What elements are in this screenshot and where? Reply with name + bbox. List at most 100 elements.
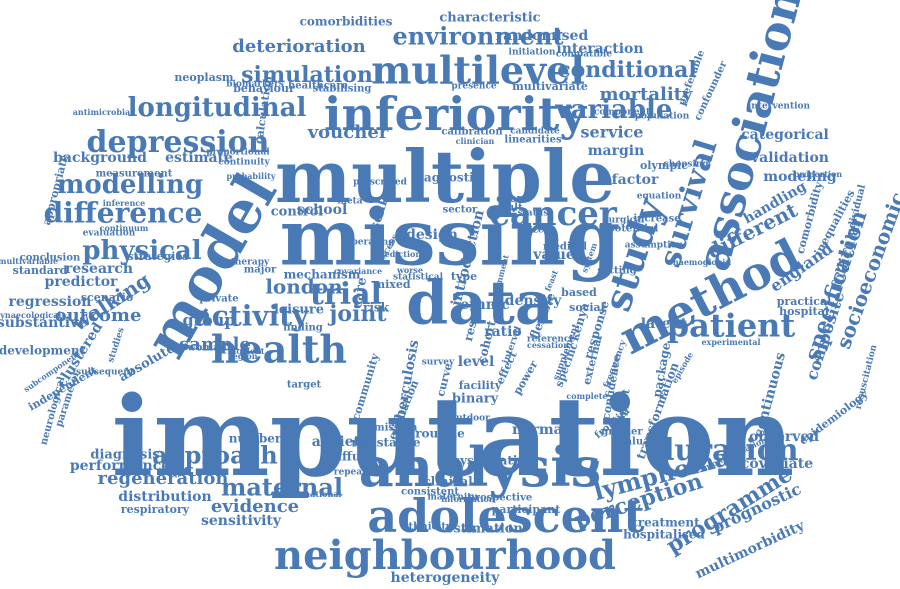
cloud-word-outdoor: outdoor	[450, 414, 490, 424]
cloud-word-repeated: repeated	[334, 468, 379, 478]
cloud-word-density: density	[505, 293, 563, 309]
cloud-word-sample: sample	[179, 334, 251, 355]
cloud-word-conclusion: conclusion	[20, 253, 81, 264]
cloud-word-comorbidities: comorbidities	[300, 15, 393, 29]
cloud-word-increase: increase	[633, 214, 680, 225]
cloud-word-gynaecological: gynaecological	[0, 310, 61, 320]
cloud-word-setting: setting	[597, 266, 636, 277]
cloud-word-continuity: continuity	[218, 158, 270, 168]
cloud-word-cancer: cancer	[489, 194, 618, 234]
cloud-word-evaluation: evaluation	[83, 229, 136, 239]
cloud-word-multivariate: multivariate	[512, 80, 588, 93]
cloud-word-survey: survey	[422, 358, 455, 368]
cloud-word-behaviour: behaviour	[233, 82, 295, 95]
cloud-word-difference: difference	[44, 197, 203, 230]
cloud-word-admission: admission	[361, 423, 419, 434]
cloud-word-haemoglobin: haemoglobin	[673, 257, 731, 267]
cloud-word-clinician: clinician	[456, 136, 495, 146]
cloud-word-region: region	[228, 351, 257, 361]
cloud-word-diagnostic: diagnostic	[411, 171, 481, 185]
cloud-word-equation: equation	[637, 192, 682, 202]
cloud-word-sensitivity: sensitivity	[201, 513, 282, 529]
cloud-word-estimate: estimate	[165, 150, 233, 166]
cloud-word-meta: meta	[337, 197, 362, 207]
cloud-word-service: service	[581, 123, 644, 142]
cloud-word-joint: joint	[327, 301, 387, 327]
cloud-word-group: group	[182, 311, 235, 330]
cloud-word-social: social	[569, 301, 605, 314]
cloud-word-experimental: experimental	[701, 337, 760, 347]
cloud-word-woman: woman	[186, 343, 227, 354]
cloud-word-estimation: estimation	[445, 522, 523, 537]
cloud-word-school: school	[297, 202, 348, 218]
cloud-word-level: level	[458, 354, 495, 370]
cloud-word-practical: practical	[777, 295, 832, 308]
cloud-word-prescribed: prescribed	[353, 178, 407, 188]
cloud-word-major: major	[244, 265, 277, 276]
cloud-word-type: type	[451, 270, 477, 283]
cloud-word-greater: greater	[601, 427, 643, 438]
cloud-word-data: data	[406, 269, 553, 339]
cloud-word-therapy: therapy	[231, 258, 270, 268]
cloud-word-adolescent: adolescent	[367, 489, 645, 543]
cloud-word-routine: routine	[415, 427, 465, 441]
cloud-word-information: information	[441, 494, 495, 504]
cloud-word-presence: presence	[451, 82, 497, 92]
cloud-word-medical: medical	[543, 242, 587, 253]
cloud-word-ethnic: ethnic	[460, 297, 510, 313]
cloud-word-hospitalised: hospitalised	[623, 528, 705, 542]
cloud-word-subsequent: subsequent	[76, 368, 135, 378]
cloud-word-ethnicity: ethnicity	[402, 522, 453, 533]
cloud-word-status: status	[518, 209, 549, 219]
cloud-word-multiple: multiple	[275, 134, 615, 219]
cloud-word-number: number	[229, 432, 282, 446]
cloud-word-biomarkers: biomarkers	[226, 80, 284, 90]
cloud-word-treatment: treatment	[632, 516, 700, 530]
cloud-word-consistent: consistent	[401, 487, 459, 498]
cloud-word-patient: patient	[667, 307, 796, 345]
cloud-word-leisure: leisure	[274, 303, 324, 318]
cloud-word-health: health	[211, 327, 347, 372]
cloud-word-sector: sector	[443, 205, 478, 216]
cloud-word-observed: observed	[749, 429, 819, 445]
cloud-word-private: private	[199, 294, 238, 305]
cloud-word-care: care	[350, 276, 370, 310]
cloud-word-operating: operating	[345, 238, 395, 248]
cloud-word-simulation: simulation	[241, 62, 373, 88]
cloud-word-trial: trial	[310, 277, 382, 312]
cloud-word-deterioration: deterioration	[232, 36, 366, 57]
cloud-word-proportional: proportional	[206, 148, 270, 158]
cloud-word-candidate: candidate	[510, 127, 560, 137]
cloud-word-stabilising: stabilising	[313, 84, 372, 95]
cloud-word-proportion: proportion	[794, 169, 842, 179]
cloud-word-event: event	[496, 192, 530, 205]
cloud-word-maternity: maternity	[427, 493, 477, 503]
cloud-word-randomised: randomised	[496, 28, 589, 44]
cloud-word-duration: duration	[653, 433, 798, 468]
cloud-word-outcome: outcome	[55, 305, 142, 326]
cloud-word-linearities: linearities	[504, 135, 562, 146]
cloud-word-interaction: interaction	[556, 41, 643, 57]
cloud-word-covariance: covariance	[334, 266, 382, 276]
cloud-word-mechanism: mechanism	[284, 268, 361, 282]
cloud-word-neighbourhood: neighbourhood	[274, 532, 616, 579]
cloud-word-anxiety: anxiety	[312, 434, 369, 450]
cloud-word-diffuse: diffuse	[329, 450, 375, 464]
cloud-word-neoplasm: neoplasm	[174, 71, 234, 84]
cloud-word-evaluate: evaluate	[613, 437, 660, 448]
cloud-word-categorical: categorical	[741, 127, 829, 143]
cloud-word-complete: complete	[566, 391, 607, 401]
cloud-word-development: development	[0, 344, 86, 358]
cloud-word-prediction: prediction	[375, 249, 421, 259]
cloud-word-clinical: clinical	[423, 475, 473, 489]
cloud-word-distribution: distribution	[118, 489, 211, 505]
cloud-word-statistical: statistical	[393, 273, 444, 283]
cloud-word-diagnosis: diagnosis	[90, 448, 159, 463]
cloud-word-physical: physical	[82, 236, 201, 266]
cloud-word-cessation: cessation	[527, 340, 569, 350]
cloud-word-hospital: hospital	[779, 305, 829, 318]
cloud-word-latent: latent	[641, 316, 688, 332]
cloud-word-imputation: imputation	[111, 372, 794, 501]
